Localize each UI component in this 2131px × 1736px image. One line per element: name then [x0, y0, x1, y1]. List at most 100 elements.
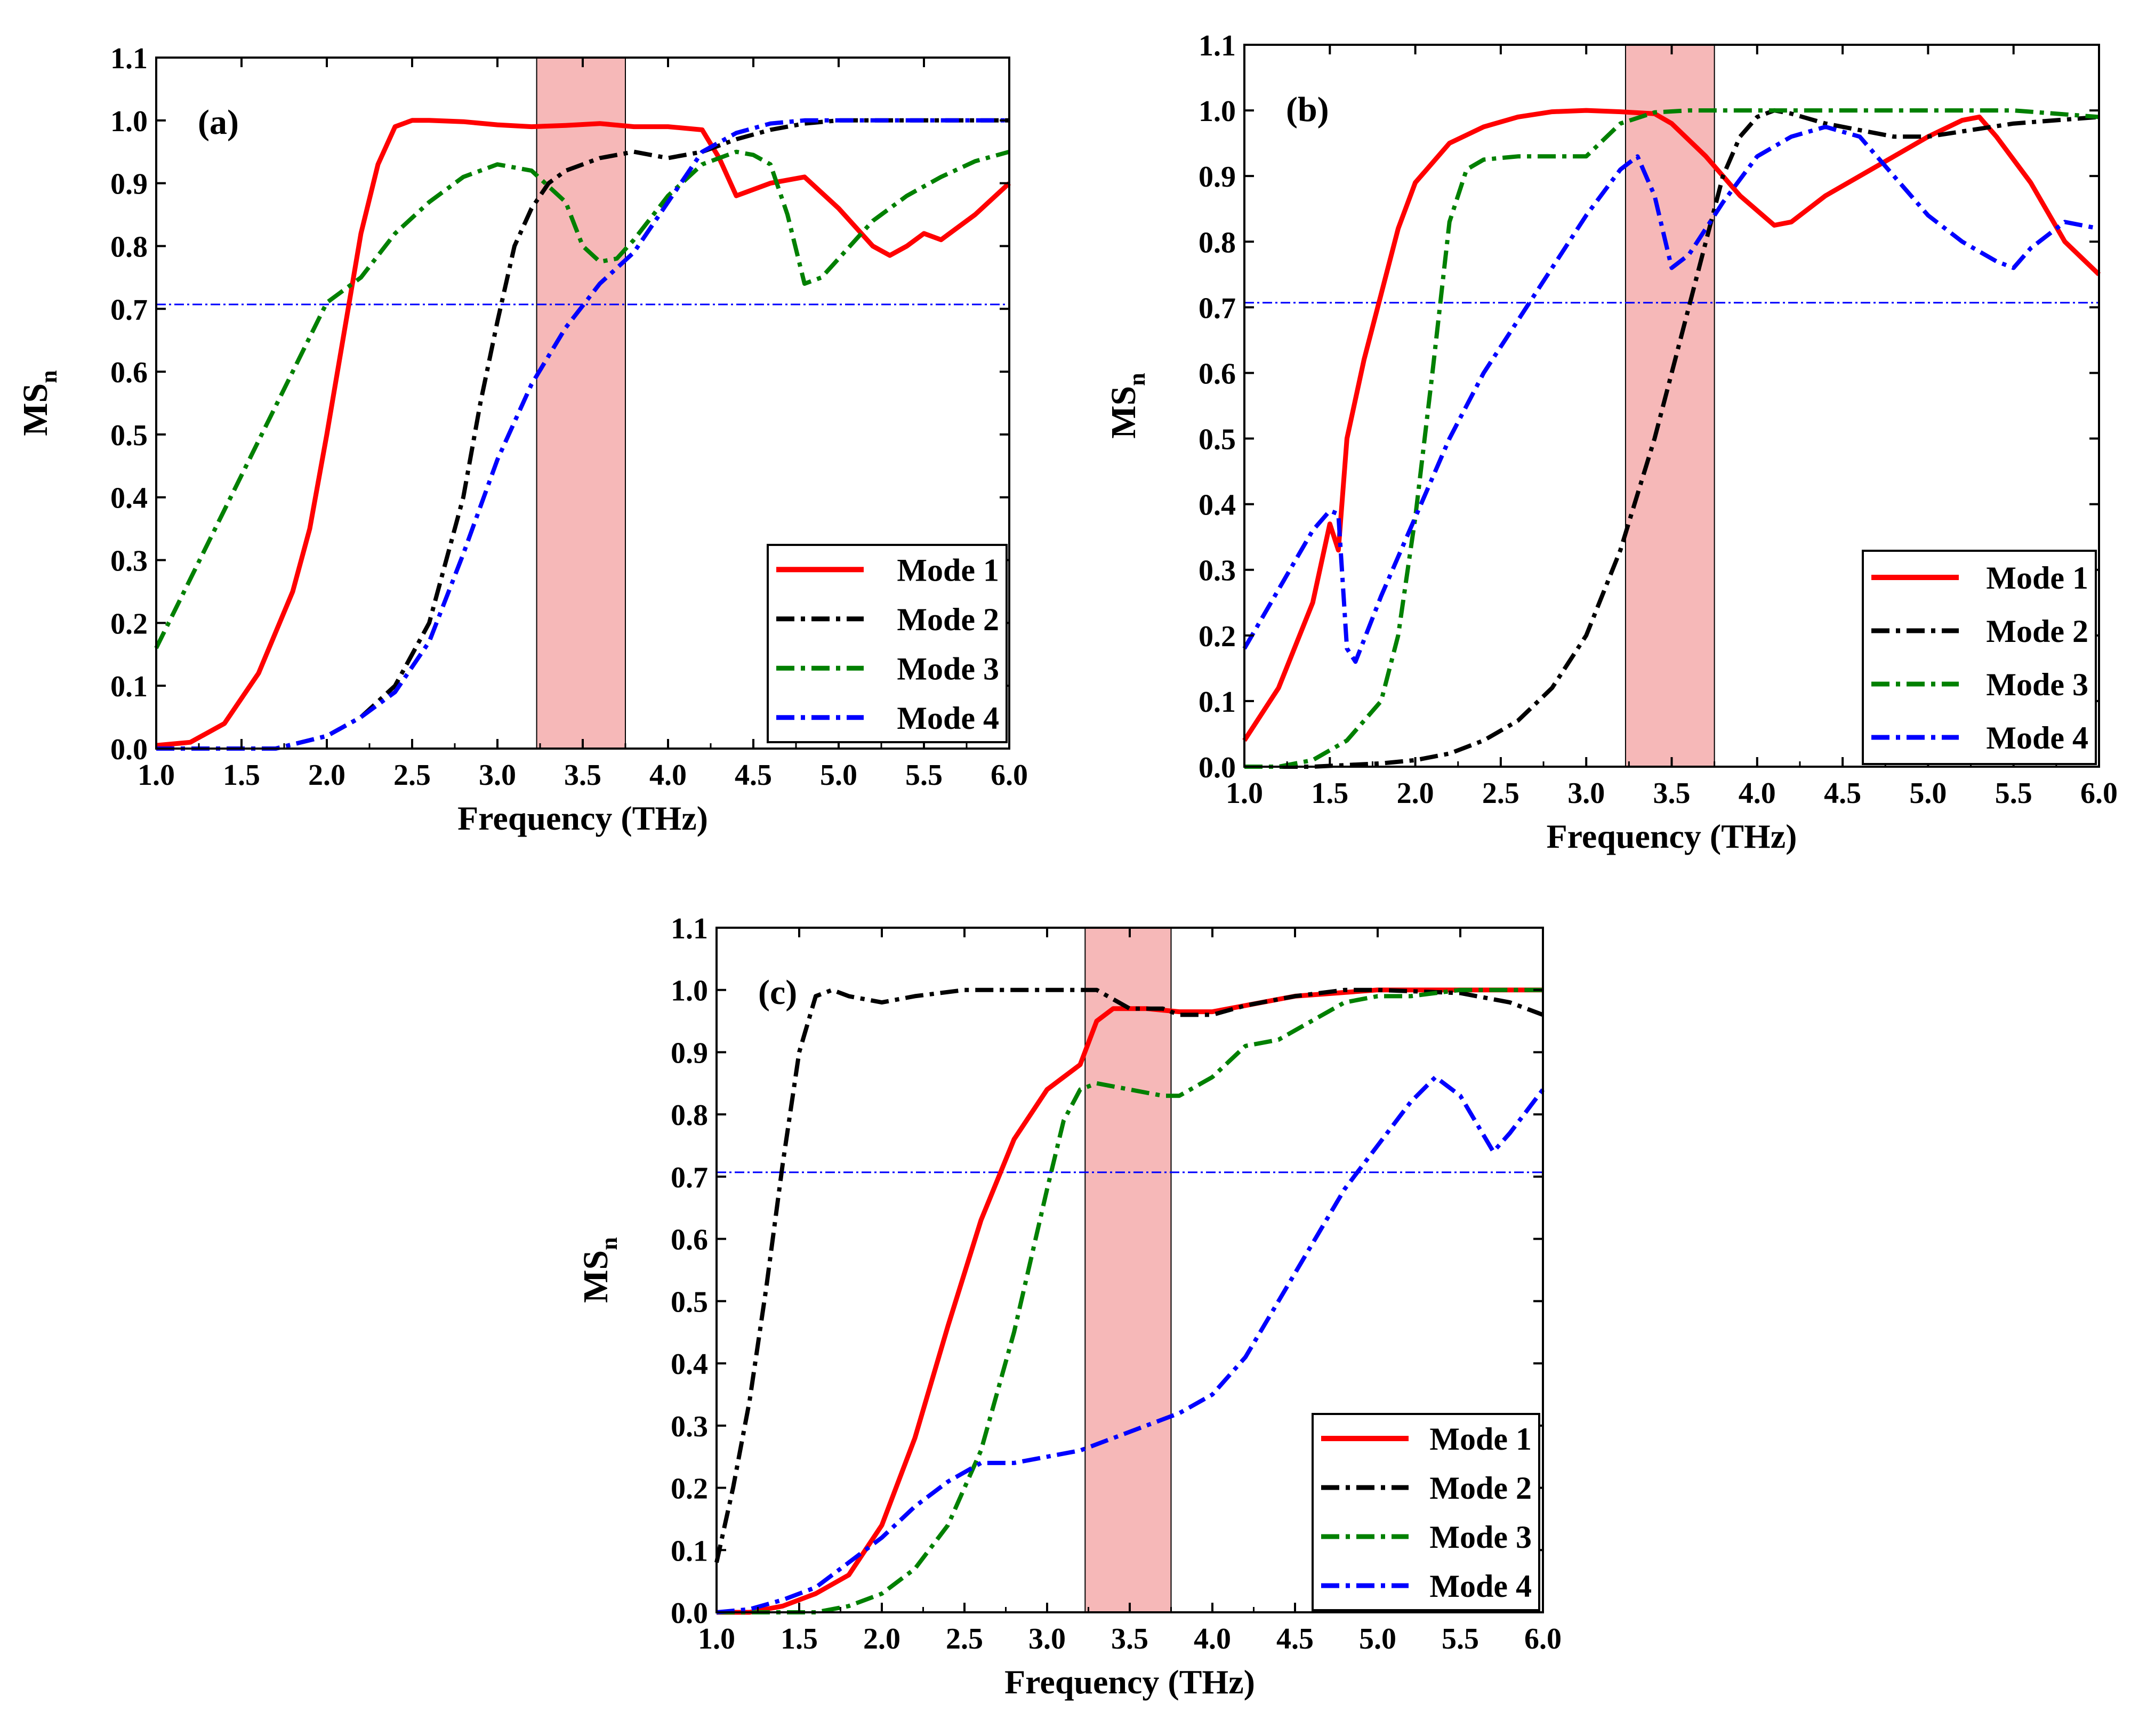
series-line-mode-4: [1242, 124, 2100, 664]
series-line-mode-1: [1242, 108, 2101, 742]
y-tick-label: 0.6: [110, 356, 148, 389]
y-tick-label: 0.2: [671, 1473, 708, 1506]
x-tick-label: 6.0: [991, 759, 1028, 792]
y-tick-label: 0.6: [671, 1224, 708, 1257]
legend-box: [1862, 550, 2097, 765]
y-axis-label: MSn: [576, 1237, 622, 1303]
panel-c: 1.0 1.5 2.0 2.5 3.0 3.5 4.0 4.5 5.0 5.5 6.0 0.0 0.1 0…: [576, 912, 1562, 1701]
x-tick-label: 5.0: [820, 759, 857, 792]
x-tick-label: 1.5: [223, 759, 260, 792]
series-line-mode-4: [156, 118, 1009, 751]
x-tick-label: 1.0: [138, 759, 175, 792]
x-tick-label: 5.5: [1442, 1622, 1479, 1655]
y-tick-label: 0.7: [110, 293, 148, 326]
y-tick-label: 0.9: [671, 1036, 708, 1070]
x-tick-label: 2.5: [393, 759, 431, 792]
x-tick-label: 5.5: [1995, 777, 2032, 810]
y-axis-label-main: MS: [16, 383, 55, 436]
y-tick-label: 0.3: [1199, 554, 1236, 588]
panel-label: (b): [1286, 90, 1329, 129]
x-tick-label: 4.5: [1824, 777, 1861, 810]
x-axis-label: Frequency (THz): [457, 799, 708, 837]
legend-label-mode-4: Mode 4: [1429, 1569, 1532, 1604]
panel-label: (a): [198, 103, 239, 142]
series-line-mode-4: [716, 1075, 1545, 1614]
y-tick-label: 0.1: [671, 1534, 708, 1568]
x-tick-label: 2.0: [863, 1622, 900, 1655]
y-axis-label-sub: n: [36, 370, 62, 383]
x-tick-label: 1.0: [1226, 777, 1263, 810]
y-tick-label: 0.5: [671, 1285, 708, 1319]
y-tick-label: 0.0: [1199, 751, 1236, 784]
legend-label-mode-1: Mode 1: [1986, 560, 2088, 596]
y-axis-label-main: MS: [576, 1250, 615, 1303]
y-tick-label: 0.5: [110, 419, 148, 452]
series-line-mode-1: [156, 118, 1011, 748]
panel-b: 1.0 1.5 2.0 2.5 3.0 3.5 4.0 4.5 5.0 5.5 6.0 0.0 0.1 0…: [1104, 29, 2118, 855]
y-tick-label: 0.9: [110, 168, 148, 201]
y-axis-label: MSn: [16, 370, 62, 436]
x-axis-label: Frequency (THz): [1547, 817, 1797, 855]
y-tick-label: 0.8: [110, 230, 148, 263]
y-tick-label: 0.4: [110, 482, 148, 515]
x-tick-label: 2.5: [1482, 777, 1519, 810]
legend-label-mode-3: Mode 3: [1429, 1520, 1532, 1555]
series-line-mode-2: [1244, 108, 2100, 769]
highlight-band: [1084, 927, 1172, 1613]
x-tick-label: 3.5: [1653, 777, 1691, 810]
panel-a: 1.0 1.5 2.0 2.5 3.0 3.5 4.0 4.5 5.0 5.5 6.0 0.0 0.1 0…: [16, 42, 1028, 837]
legend-label-mode-4: Mode 4: [1986, 720, 2088, 756]
series-line-mode-3: [154, 149, 1010, 649]
x-tick-label: 1.5: [781, 1622, 818, 1655]
highlight-band: [536, 57, 626, 749]
x-tick-label: 2.0: [1397, 777, 1434, 810]
legend-label-mode-3: Mode 3: [897, 651, 999, 686]
x-tick-label: 1.5: [1311, 777, 1348, 810]
y-tick-label: 0.0: [671, 1597, 708, 1630]
x-tick-label: 3.5: [564, 759, 601, 792]
legend-box: [767, 544, 1008, 743]
y-tick-label: 0.3: [110, 545, 148, 578]
x-tick-label: 2.5: [946, 1622, 983, 1655]
series-line-mode-3: [717, 987, 1543, 1614]
y-tick-label: 0.2: [1199, 620, 1236, 653]
y-tick-label: 0.1: [1199, 686, 1236, 719]
y-tick-label: 1.0: [110, 105, 148, 138]
panel-label: (c): [758, 973, 797, 1012]
x-tick-label: 4.5: [1276, 1622, 1314, 1655]
legend-label-mode-4: Mode 4: [897, 701, 999, 736]
legend-label-mode-1: Mode 1: [897, 552, 999, 588]
y-tick-label: 0.3: [671, 1410, 708, 1443]
y-tick-label: 0.4: [671, 1348, 708, 1381]
x-tick-label: 5.0: [1909, 777, 1947, 810]
y-tick-label: 0.9: [1199, 160, 1236, 194]
highlight-band: [1625, 44, 1715, 767]
y-tick-label: 1.0: [671, 975, 708, 1008]
y-tick-label: 1.0: [1199, 95, 1236, 128]
x-tick-label: 3.0: [479, 759, 516, 792]
x-tick-label: 3.0: [1028, 1622, 1066, 1655]
x-tick-label: 4.0: [1739, 777, 1776, 810]
y-axis-label-sub: n: [596, 1237, 622, 1250]
x-tick-label: 6.0: [2080, 777, 2118, 810]
y-tick-label: 0.6: [1199, 357, 1236, 390]
y-tick-label: 1.1: [110, 42, 148, 75]
legend-box: [1312, 1413, 1540, 1611]
y-axis-label-main: MS: [1104, 386, 1143, 439]
x-tick-label: 4.0: [649, 759, 687, 792]
y-tick-label: 0.7: [1199, 292, 1236, 325]
legend-label-mode-2: Mode 2: [1429, 1470, 1532, 1506]
x-tick-label: 5.5: [905, 759, 943, 792]
y-tick-label: 0.4: [1199, 489, 1236, 522]
y-tick-label: 0.5: [1199, 423, 1236, 456]
y-tick-label: 0.2: [110, 607, 148, 640]
x-tick-label: 1.0: [698, 1622, 735, 1655]
x-tick-label: 2.0: [308, 759, 345, 792]
x-tick-label: 6.0: [1524, 1622, 1562, 1655]
series-line-mode-2: [714, 987, 1544, 1563]
y-axis-label: MSn: [1104, 373, 1150, 438]
y-tick-label: 0.0: [110, 733, 148, 766]
y-tick-label: 0.7: [671, 1161, 708, 1194]
x-tick-label: 4.0: [1194, 1622, 1231, 1655]
